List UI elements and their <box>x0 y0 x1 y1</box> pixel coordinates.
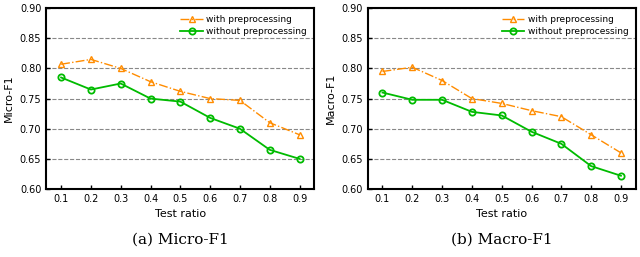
with preprocessing <box>177 90 184 93</box>
with preprocessing <box>296 133 303 136</box>
Text: (a) Micro-F1: (a) Micro-F1 <box>132 233 228 247</box>
Legend: with preprocessing, without preprocessing: with preprocessing, without preprocessin… <box>177 13 310 39</box>
with preprocessing <box>588 133 595 136</box>
Y-axis label: Macro-F1: Macro-F1 <box>326 73 335 124</box>
without preprocessing <box>379 91 387 94</box>
with preprocessing <box>57 63 65 66</box>
without preprocessing <box>588 164 595 168</box>
with preprocessing <box>236 99 244 102</box>
with preprocessing <box>87 58 95 61</box>
X-axis label: Test ratio: Test ratio <box>476 209 527 219</box>
Line: with preprocessing: with preprocessing <box>58 56 303 138</box>
with preprocessing <box>498 102 506 105</box>
with preprocessing <box>379 70 387 73</box>
without preprocessing <box>617 174 625 177</box>
without preprocessing <box>498 114 506 117</box>
with preprocessing <box>206 97 214 100</box>
X-axis label: Test ratio: Test ratio <box>155 209 206 219</box>
Legend: with preprocessing, without preprocessing: with preprocessing, without preprocessin… <box>499 13 631 39</box>
Y-axis label: Micro-F1: Micro-F1 <box>4 75 14 122</box>
with preprocessing <box>617 151 625 154</box>
without preprocessing <box>236 127 244 130</box>
Line: with preprocessing: with preprocessing <box>380 64 624 156</box>
with preprocessing <box>438 79 446 82</box>
without preprocessing <box>438 98 446 101</box>
Line: without preprocessing: without preprocessing <box>380 89 624 179</box>
without preprocessing <box>408 98 416 101</box>
with preprocessing <box>266 121 273 124</box>
with preprocessing <box>408 66 416 69</box>
without preprocessing <box>296 157 303 160</box>
with preprocessing <box>527 109 535 112</box>
without preprocessing <box>468 110 476 113</box>
without preprocessing <box>147 97 154 100</box>
with preprocessing <box>557 115 565 118</box>
without preprocessing <box>87 88 95 91</box>
without preprocessing <box>206 116 214 120</box>
without preprocessing <box>557 142 565 145</box>
without preprocessing <box>177 100 184 103</box>
Line: without preprocessing: without preprocessing <box>58 74 303 162</box>
Text: (b) Macro-F1: (b) Macro-F1 <box>451 233 552 247</box>
without preprocessing <box>266 148 273 151</box>
without preprocessing <box>117 82 125 85</box>
without preprocessing <box>527 130 535 133</box>
with preprocessing <box>468 97 476 100</box>
with preprocessing <box>117 67 125 70</box>
without preprocessing <box>57 76 65 79</box>
with preprocessing <box>147 80 154 83</box>
